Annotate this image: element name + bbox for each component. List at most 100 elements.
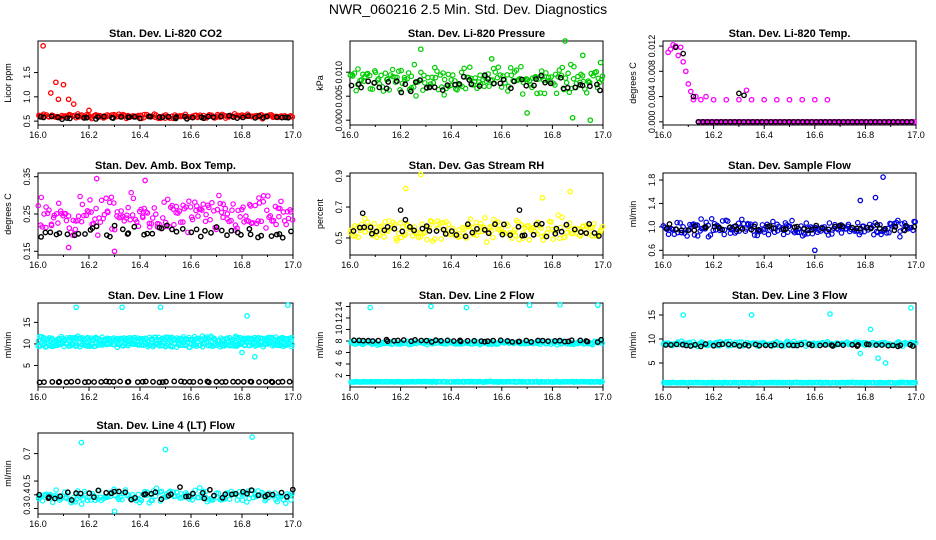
- data-point: [675, 52, 682, 59]
- data-point: [748, 226, 755, 233]
- data-point: [214, 206, 221, 213]
- y-tick-label: 0.25: [22, 205, 32, 223]
- data-point: [59, 116, 65, 123]
- x-tick-label: 17.0: [284, 130, 302, 140]
- data-point: [481, 215, 488, 221]
- data-point: [78, 439, 85, 446]
- data-point: [36, 491, 43, 498]
- data-point: [526, 237, 533, 243]
- data-point: [50, 214, 57, 221]
- data-point: [911, 223, 918, 230]
- data-point: [564, 84, 571, 91]
- data-point: [247, 231, 254, 238]
- data-point: [448, 228, 455, 235]
- data-point: [48, 113, 55, 120]
- y-tick-label: 0.012: [647, 35, 657, 58]
- data-point: [460, 73, 467, 80]
- data-point: [197, 233, 204, 240]
- data-point: [397, 207, 404, 213]
- data-point: [163, 378, 169, 385]
- y-tick-label: 1.0: [22, 91, 32, 104]
- data-point: [798, 341, 805, 348]
- data-point: [38, 194, 45, 201]
- data-point: [877, 222, 883, 228]
- data-point: [673, 341, 680, 348]
- data-point: [599, 378, 605, 385]
- data-point: [736, 90, 742, 97]
- data-point: [748, 223, 754, 230]
- data-point: [426, 84, 433, 91]
- data-point: [563, 229, 570, 236]
- y-tick-label: 15: [647, 310, 657, 320]
- data-point: [208, 229, 214, 236]
- data-point: [497, 72, 504, 78]
- x-tick-label: 16.8: [544, 260, 562, 270]
- data-point: [817, 342, 823, 349]
- data-point: [135, 491, 142, 498]
- data-point: [464, 221, 471, 228]
- data-point: [148, 220, 155, 227]
- data-point: [519, 76, 525, 83]
- panel-3: Stan. Dev. Li-820 Temp. degrees C 16.0 16.2…: [628, 28, 925, 140]
- y-tick-label: 12: [334, 313, 344, 323]
- data-point: [437, 220, 444, 226]
- data-point: [286, 378, 293, 385]
- data-point: [563, 221, 570, 228]
- data-point: [755, 226, 762, 233]
- data-point: [249, 434, 256, 440]
- data-point: [232, 490, 239, 497]
- data-point: [162, 219, 169, 226]
- data-point: [367, 86, 374, 92]
- y-tick-label: 0.5: [334, 232, 344, 245]
- data-point: [433, 228, 440, 234]
- y-tick-label: 2: [334, 373, 344, 378]
- data-point: [813, 222, 820, 229]
- data-point: [678, 229, 685, 236]
- data-point: [711, 223, 718, 230]
- data-point: [105, 341, 111, 347]
- data-point: [796, 229, 803, 236]
- data-point: [183, 115, 190, 122]
- data-point: [438, 337, 444, 344]
- data-point: [378, 72, 384, 79]
- data-point: [840, 342, 847, 348]
- x-tick-label: 16.8: [233, 260, 251, 270]
- data-point: [450, 338, 457, 344]
- data-point: [127, 217, 134, 223]
- data-point: [541, 90, 548, 97]
- data-point: [367, 304, 374, 311]
- data-point: [556, 337, 563, 344]
- data-point: [725, 341, 732, 348]
- data-point: [348, 82, 355, 89]
- x-tick-label: 16.0: [29, 392, 47, 402]
- data-point: [95, 487, 102, 494]
- y-tick-label: 0.000: [647, 111, 657, 134]
- data-point: [111, 222, 118, 229]
- y-tick-label: 8: [334, 338, 344, 343]
- data-point: [38, 233, 44, 240]
- data-point: [539, 194, 546, 201]
- data-point: [543, 233, 550, 240]
- data-point: [756, 342, 763, 349]
- data-point: [456, 81, 463, 87]
- data-point: [52, 495, 58, 502]
- data-point: [698, 96, 704, 103]
- y-tick-label: 5: [647, 360, 657, 365]
- data-point: [708, 216, 715, 222]
- x-tick-label: 16.4: [755, 130, 773, 140]
- series-black: [348, 72, 603, 96]
- data-point: [287, 209, 294, 215]
- series-black: [36, 484, 296, 503]
- data-point: [86, 107, 92, 114]
- x-tick-label: 16.6: [493, 130, 511, 140]
- plot-frame: [349, 172, 604, 256]
- data-point: [368, 230, 375, 237]
- data-point: [882, 360, 889, 366]
- data-point: [547, 80, 554, 87]
- data-point: [273, 231, 280, 238]
- data-point: [399, 224, 406, 230]
- data-point: [53, 79, 59, 86]
- data-point: [521, 232, 528, 239]
- data-point: [694, 233, 701, 239]
- y-tick-label: 1.8: [647, 174, 657, 187]
